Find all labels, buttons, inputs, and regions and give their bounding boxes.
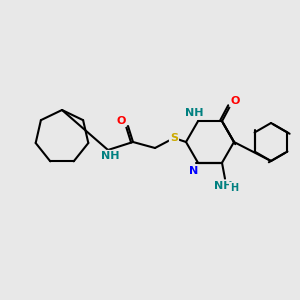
Text: NH: NH <box>185 108 203 118</box>
Text: N: N <box>189 166 199 176</box>
Text: O: O <box>116 116 126 126</box>
Text: O: O <box>230 96 240 106</box>
Text: H: H <box>230 183 238 193</box>
Text: S: S <box>170 133 178 143</box>
Text: NH: NH <box>101 151 119 161</box>
Text: NH: NH <box>214 181 232 191</box>
